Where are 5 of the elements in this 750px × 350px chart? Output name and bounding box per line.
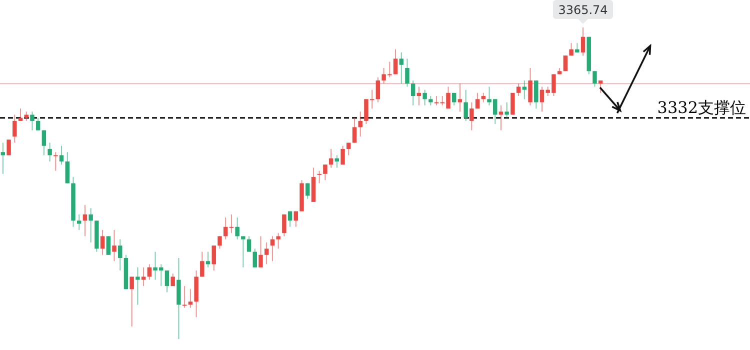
- ref-line-label: 3332支撑位: [657, 98, 746, 117]
- callout: 3365.74: [553, 0, 613, 24]
- candlestick: [6, 139, 11, 156]
- candlestick: [563, 55, 568, 72]
- candlestick: [106, 236, 111, 256]
